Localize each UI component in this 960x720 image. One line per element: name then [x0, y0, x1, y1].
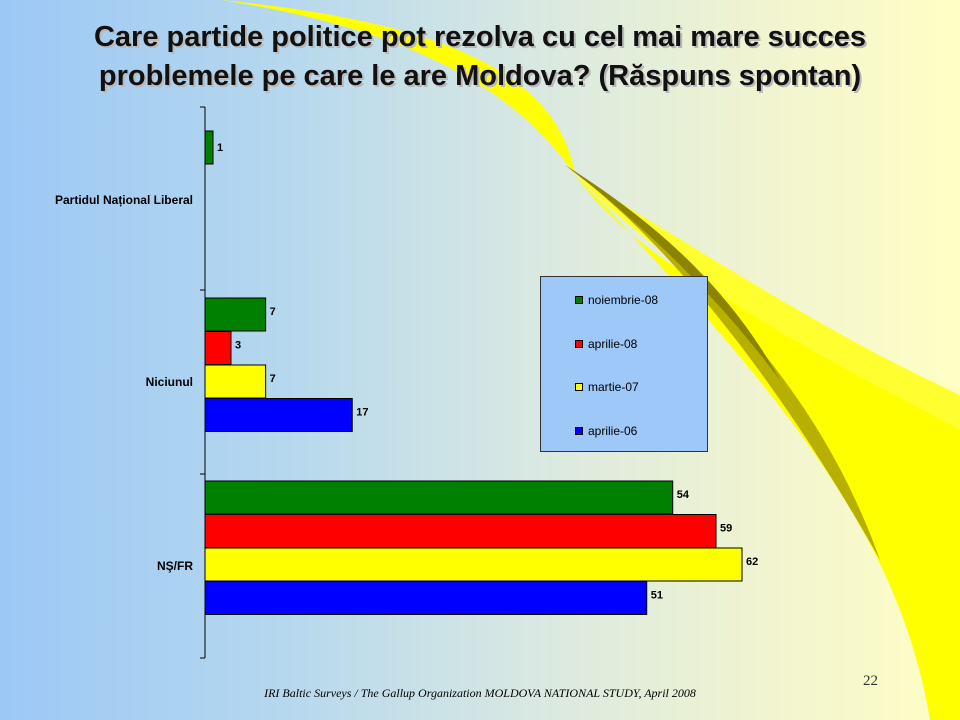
legend-item-aprilie-06: aprilie-06	[575, 424, 637, 438]
data-label: 62	[746, 556, 758, 568]
category-label: Partidul Național Liberal	[55, 193, 193, 207]
legend-swatch	[575, 383, 583, 391]
category-label: Niciunul	[146, 375, 193, 389]
chart-legend: noiembrie-08 aprilie-08 martie-07 aprilie-0…	[540, 276, 708, 452]
bar-martie-07	[204, 547, 743, 582]
data-label: 7	[270, 373, 276, 385]
data-label: 17	[356, 407, 368, 419]
bar-aprilie-06	[204, 581, 648, 615]
data-label: 3	[235, 340, 241, 352]
legend-swatch	[575, 427, 583, 435]
legend-item-noiembrie-08: noiembrie-08	[575, 293, 658, 307]
slide-title-line-2: problemele pe care le are Moldova? (Răsp…	[98, 60, 862, 92]
bar-noiembrie-08	[204, 480, 674, 515]
legend-swatch	[575, 340, 583, 348]
data-label: 7	[270, 306, 276, 318]
legend-label: noiembrie-08	[588, 293, 659, 307]
page-number: 22	[863, 673, 878, 689]
bar-martie-07	[204, 364, 267, 399]
legend-item-martie-07: martie-07	[575, 380, 639, 394]
data-label: 59	[720, 523, 732, 535]
data-label: 51	[651, 590, 663, 602]
legend-label: aprilie-06	[588, 424, 638, 438]
data-label: 54	[677, 489, 690, 501]
legend-item-aprilie-08: aprilie-08	[575, 337, 637, 351]
bar-aprilie-08	[204, 514, 717, 548]
legend-label: martie-07	[588, 380, 639, 394]
legend-label: aprilie-08	[588, 337, 638, 351]
bar-aprilie-06	[204, 398, 353, 432]
bar-noiembrie-08	[204, 297, 267, 332]
category-label: NŞ/FR	[157, 559, 193, 573]
slide-title-line-1: Care partide politice pot rezolva cu cel…	[93, 21, 867, 53]
legend-swatch	[575, 296, 583, 304]
footer-source: IRI Baltic Surveys / The Gallup Organiza…	[264, 686, 696, 700]
data-label: 1	[217, 142, 223, 154]
bar-aprilie-08	[204, 331, 232, 365]
bar-noiembrie-08	[204, 130, 214, 165]
